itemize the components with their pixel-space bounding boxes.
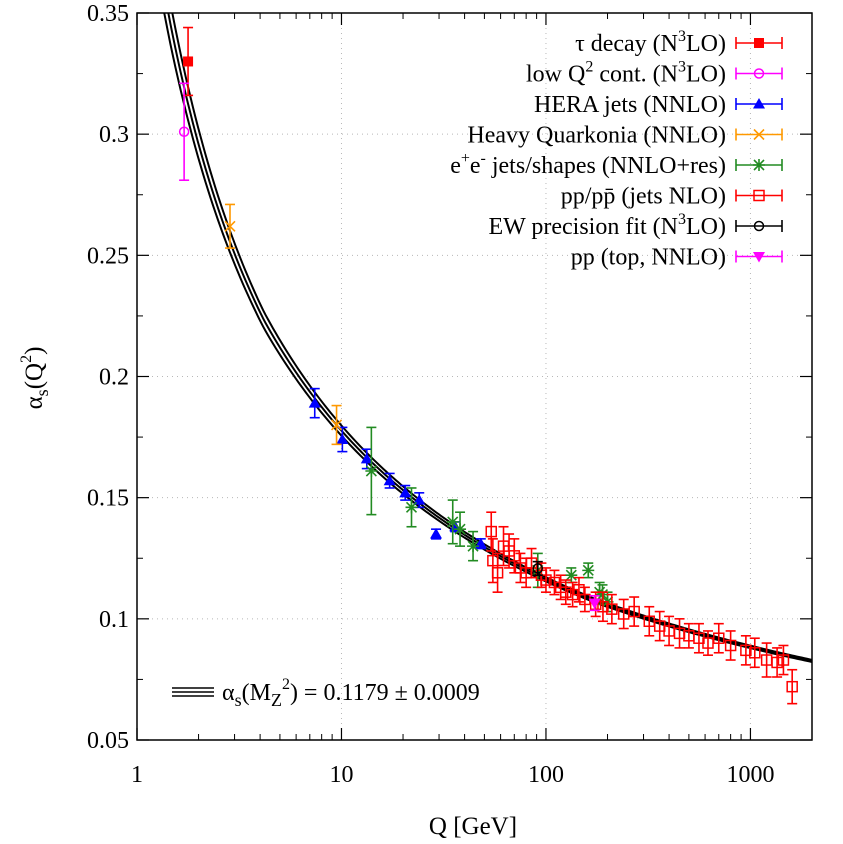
series-3 bbox=[224, 203, 343, 446]
legend-entry: low Q2 cont. (N3LO) bbox=[526, 59, 783, 88]
y-tick-label: 0.3 bbox=[99, 122, 129, 148]
legend-marker bbox=[753, 128, 765, 141]
x-tick-label: 1000 bbox=[726, 762, 774, 788]
legend-marker bbox=[753, 189, 765, 202]
legend-marker bbox=[753, 159, 765, 171]
data-point bbox=[491, 567, 504, 579]
legend-entry: pp (top, NNLO) bbox=[571, 245, 783, 271]
y-tick-label: 0.1 bbox=[99, 607, 129, 633]
data-point bbox=[399, 486, 412, 498]
data-point bbox=[336, 433, 349, 445]
data-point bbox=[777, 654, 790, 666]
data-point bbox=[582, 564, 595, 577]
data-point bbox=[749, 647, 761, 659]
legend-label: low Q2 cont. (N3LO) bbox=[526, 59, 726, 88]
y-tick-label: 0.35 bbox=[87, 1, 129, 27]
data-point bbox=[508, 550, 521, 562]
axis-ticks: 1 10 100 1000 0.05 0.1 0.15 0.2 0.25 0.3 0.35 bbox=[87, 1, 813, 788]
data-point bbox=[308, 397, 321, 408]
data-point bbox=[405, 501, 418, 514]
y-tick-label: 0.2 bbox=[99, 365, 129, 391]
legend-marker bbox=[753, 98, 765, 109]
series-4 bbox=[365, 426, 614, 613]
y-tick-label: 0.05 bbox=[87, 728, 129, 754]
data-point bbox=[485, 525, 497, 538]
data-point bbox=[786, 680, 798, 693]
x-axis-label: Q [GeV] bbox=[429, 813, 517, 840]
x-tick-label: 100 bbox=[528, 762, 564, 788]
series-5 bbox=[485, 511, 798, 705]
data-point bbox=[360, 452, 373, 464]
data-point bbox=[467, 540, 480, 553]
legend-label: EW precision fit (N3LO) bbox=[488, 211, 726, 240]
data-point bbox=[383, 474, 396, 486]
data-point bbox=[740, 644, 752, 657]
data-point bbox=[413, 494, 426, 505]
data-point bbox=[702, 637, 714, 649]
legend: τ decay (N3LO)low Q2 cont. (N3LO) HERA je… bbox=[450, 28, 783, 271]
legend-entry: HERA jets (NNLO) bbox=[534, 92, 783, 118]
data-point bbox=[628, 605, 640, 618]
legend-label: pp/pp̄ (jets NLO) bbox=[561, 184, 726, 210]
data-point bbox=[606, 603, 618, 615]
data-point bbox=[713, 632, 725, 644]
legend-label: τ decay (N3LO) bbox=[575, 28, 726, 57]
y-axis-label: αs(Q2) bbox=[18, 347, 52, 410]
legend-label: HERA jets (NNLO) bbox=[534, 92, 726, 118]
series-7 bbox=[588, 595, 601, 612]
data-point bbox=[560, 586, 572, 598]
grid bbox=[137, 13, 812, 740]
legend-marker bbox=[753, 68, 765, 79]
data-point bbox=[430, 528, 443, 539]
data-point bbox=[183, 56, 194, 67]
legend-entry: EW precision fit (N3LO) bbox=[488, 211, 783, 240]
data-point bbox=[565, 569, 578, 582]
data-point bbox=[771, 656, 783, 669]
data-point bbox=[454, 523, 467, 536]
data-point bbox=[224, 220, 236, 232]
fit-annotation-text: αs(MZ2) = 0.1179 ± 0.0009 bbox=[222, 676, 480, 710]
legend-entry: τ decay (N3LO) bbox=[575, 28, 783, 57]
series-1 bbox=[178, 82, 190, 182]
legend-marker bbox=[754, 38, 764, 48]
data-point bbox=[588, 598, 601, 610]
fit-annotation: αs(MZ2) = 0.1179 ± 0.0009 bbox=[172, 676, 480, 710]
data-point bbox=[597, 600, 609, 613]
legend-entry: Heavy Quarkonia (NNLO) bbox=[467, 123, 783, 149]
data-points bbox=[178, 26, 798, 705]
legend-label: e+e- jets/shapes (NNLO+res) bbox=[450, 150, 726, 179]
data-point bbox=[532, 563, 544, 574]
legend-marker bbox=[753, 220, 765, 232]
legend-label: pp (top, NNLO) bbox=[571, 245, 726, 271]
data-point bbox=[724, 639, 737, 652]
legend-label: Heavy Quarkonia (NNLO) bbox=[467, 123, 726, 149]
y-tick-label: 0.25 bbox=[87, 243, 129, 269]
data-point bbox=[365, 465, 378, 478]
legend-marker bbox=[753, 252, 765, 263]
data-point bbox=[573, 584, 585, 596]
data-point bbox=[540, 574, 552, 586]
data-point bbox=[330, 419, 343, 431]
x-tick-label: 10 bbox=[329, 762, 353, 788]
y-tick-label: 0.15 bbox=[87, 486, 129, 512]
series-6 bbox=[532, 560, 544, 577]
data-point bbox=[446, 515, 459, 528]
legend-entry: pp/pp̄ (jets NLO) bbox=[561, 184, 783, 210]
data-point bbox=[178, 126, 190, 137]
series-2 bbox=[308, 387, 487, 550]
x-tick-label: 1 bbox=[131, 762, 143, 788]
legend-entry: e+e- jets/shapes (NNLO+res) bbox=[450, 150, 783, 179]
